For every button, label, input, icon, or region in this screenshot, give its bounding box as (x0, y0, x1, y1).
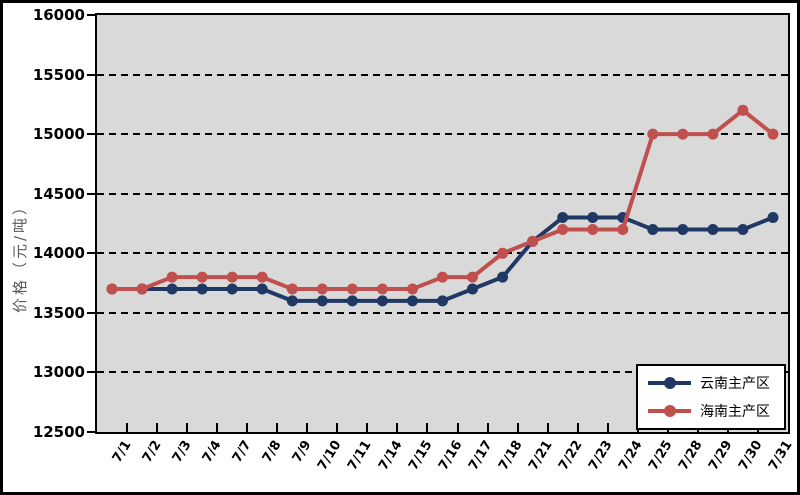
y-tick-mark (87, 73, 95, 76)
series-plot (106, 104, 779, 307)
data-point-marker (557, 224, 569, 235)
data-point-marker (106, 283, 118, 295)
data-point-marker (557, 212, 569, 223)
data-point-marker (707, 224, 719, 235)
data-point-marker (527, 235, 539, 247)
data-point-marker (767, 212, 779, 223)
data-point-marker (166, 283, 178, 295)
x-tick-mark (606, 423, 609, 432)
x-tick-mark (336, 423, 339, 432)
y-tick-label: 14000 (32, 244, 85, 263)
data-point-marker (316, 283, 328, 295)
data-point-marker (677, 128, 689, 140)
x-tick-mark (546, 423, 549, 432)
y-tick-mark (87, 431, 95, 433)
data-point-marker (346, 295, 358, 307)
y-tick-label: 13000 (32, 363, 85, 382)
data-point-marker (256, 283, 268, 295)
data-point-marker (316, 295, 328, 307)
legend: 云南主产区海南主产区 (636, 364, 786, 430)
y-tick-label: 16000 (32, 6, 85, 24)
x-tick-mark (186, 423, 189, 432)
legend-entry: 海南主产区 (648, 401, 784, 421)
y-tick-mark (87, 192, 95, 195)
y-tick-label: 14500 (32, 184, 85, 203)
series-line (112, 107, 775, 291)
data-point-marker (497, 247, 509, 259)
legend-label: 海南主产区 (700, 403, 770, 420)
data-point-marker (677, 224, 689, 235)
data-point-marker (376, 295, 388, 307)
gridline (97, 371, 788, 374)
data-point-marker (226, 271, 238, 283)
gridline (97, 133, 788, 136)
data-point-marker (437, 295, 448, 307)
y-tick-mark (87, 252, 95, 255)
data-point-marker (737, 224, 749, 235)
data-point-marker (407, 283, 418, 295)
gridline (97, 252, 788, 255)
data-point-marker (286, 283, 298, 295)
x-tick-mark (396, 423, 399, 432)
data-point-marker (467, 271, 478, 283)
data-point-marker (196, 283, 208, 295)
data-point-marker (136, 283, 148, 295)
data-point-marker (587, 212, 599, 223)
legend-marker-icon (663, 404, 676, 417)
data-point-marker (407, 295, 418, 307)
data-point-marker (767, 128, 779, 140)
y-tick-label: 15500 (32, 65, 85, 84)
x-tick-mark (306, 423, 309, 432)
data-point-marker (437, 271, 448, 283)
x-tick-mark (156, 423, 159, 432)
data-point-marker (166, 271, 178, 283)
data-point-marker (196, 271, 208, 283)
data-point-marker (707, 128, 719, 140)
plot-area (95, 13, 790, 434)
data-point-marker (286, 295, 298, 307)
legend-marker-icon (663, 377, 676, 390)
data-point-marker (497, 271, 509, 283)
y-tick-mark (87, 311, 95, 314)
x-tick-mark (366, 423, 369, 432)
legend-line-sample (648, 404, 691, 417)
data-point-marker (256, 271, 268, 283)
legend-label: 云南主产区 (700, 376, 770, 393)
y-tick-label: 15000 (32, 125, 85, 144)
series-line (112, 215, 774, 303)
y-tick-mark (87, 371, 95, 374)
gridline (97, 311, 788, 314)
y-tick-mark (87, 133, 95, 136)
x-tick-mark (456, 423, 459, 432)
x-tick-mark (576, 423, 579, 432)
data-point-marker (467, 283, 478, 295)
data-point-marker (737, 104, 749, 116)
legend-entry: 云南主产区 (648, 373, 784, 393)
y-tick-mark (87, 14, 95, 16)
x-tick-mark (426, 423, 429, 432)
x-tick-mark (486, 423, 489, 432)
gridline (97, 192, 788, 195)
y-tick-label: 13500 (32, 303, 85, 322)
x-tick-mark (126, 423, 129, 432)
gridline (97, 73, 788, 76)
x-tick-mark (516, 423, 519, 432)
data-point-marker (647, 224, 659, 235)
data-point-marker (617, 224, 629, 235)
data-point-marker (226, 283, 238, 295)
legend-line-sample (648, 377, 691, 390)
data-point-marker (376, 283, 388, 295)
x-tick-mark (276, 423, 279, 432)
x-tick-mark (216, 423, 219, 432)
x-tick-mark (246, 423, 249, 432)
data-point-marker (346, 283, 358, 295)
data-point-marker (587, 224, 599, 235)
data-point-marker (647, 128, 659, 140)
y-tick-label: 12500 (32, 423, 85, 441)
